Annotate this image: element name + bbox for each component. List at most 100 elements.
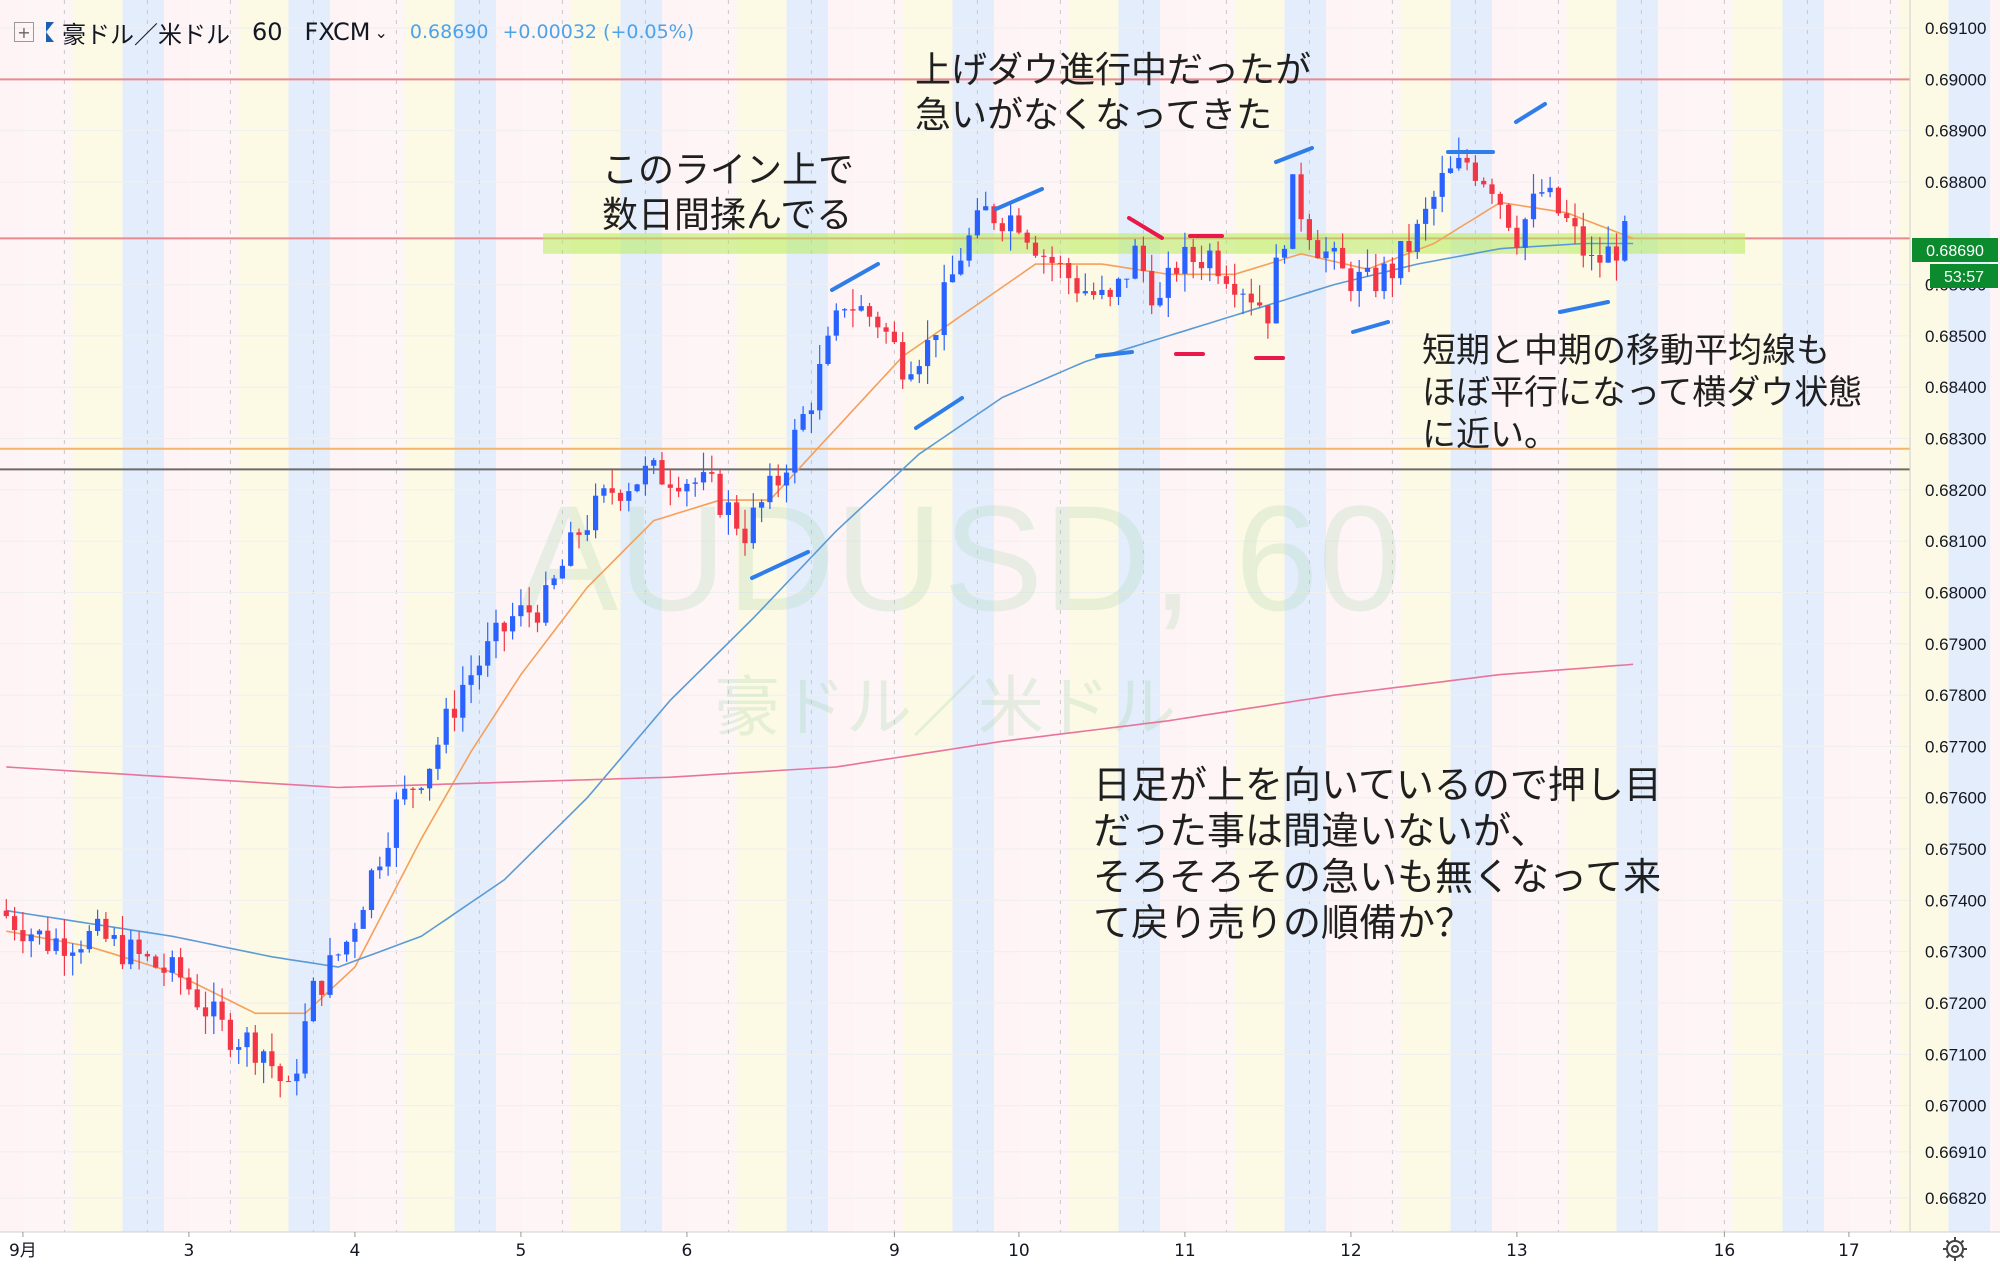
- y-tick-label: 0.69000: [1925, 70, 1986, 89]
- candle-body: [1605, 246, 1611, 263]
- candle-body: [825, 335, 831, 364]
- annotation-line: 急いがなくなってきた: [915, 95, 1273, 136]
- x-tick-label: 5: [515, 1241, 526, 1261]
- candle-body: [1182, 246, 1188, 274]
- candle-body: [667, 484, 673, 488]
- y-tick-label: 0.68200: [1925, 481, 1986, 500]
- y-tick-label: 0.67100: [1925, 1045, 1986, 1064]
- candle-body: [1232, 283, 1238, 295]
- candle-body: [916, 366, 922, 375]
- candle-body: [617, 492, 624, 501]
- candle-body: [1406, 241, 1412, 252]
- interval[interactable]: 60: [252, 18, 283, 46]
- candle-body: [476, 665, 482, 676]
- candle-body: [609, 488, 615, 493]
- candle-body: [692, 482, 698, 484]
- x-tick-label: 9月: [9, 1241, 37, 1261]
- candle-body: [651, 460, 657, 466]
- candle-body: [634, 484, 640, 492]
- candle-body: [1157, 297, 1163, 306]
- trendline-mark: [750, 550, 810, 580]
- candle-body: [1165, 267, 1171, 298]
- candle-body: [983, 206, 989, 211]
- y-tick-label: 0.67000: [1925, 1097, 1986, 1116]
- candle-body: [202, 1007, 209, 1017]
- candle-body: [1257, 302, 1263, 306]
- candle-body: [1464, 157, 1470, 163]
- session-band: [1824, 0, 1849, 1232]
- y-tick-label: 0.68100: [1925, 532, 1986, 551]
- candle-body: [1223, 276, 1229, 284]
- candle-body: [1530, 193, 1537, 220]
- candle-body: [601, 488, 607, 496]
- candle-body: [1174, 267, 1180, 274]
- y-tick-label: 0.68800: [1925, 173, 1986, 192]
- trendline-mark: [1274, 146, 1314, 164]
- expand-icon[interactable]: +: [14, 22, 34, 42]
- candle-body: [966, 235, 972, 261]
- annotation-line: ほぼ平行になって横ダウ状態: [1422, 373, 1863, 413]
- annotation-top-left: このライン上で 数日間揉んでる: [602, 148, 854, 238]
- session-band: [662, 0, 687, 1232]
- y-tick-label: 0.68000: [1925, 583, 1986, 602]
- candle-body: [211, 1001, 217, 1017]
- candle-body: [1132, 245, 1138, 279]
- candle-body: [584, 530, 590, 535]
- candle-body: [1115, 278, 1122, 297]
- broker-name[interactable]: FXCM: [304, 18, 371, 46]
- candle-body: [1315, 240, 1321, 259]
- candle-body: [1107, 289, 1113, 297]
- candle-body: [435, 744, 441, 769]
- annotation-line: 上げダウ進行中だったが: [915, 50, 1312, 91]
- session-band: [1990, 0, 2000, 1232]
- y-tick-label: 0.67700: [1925, 737, 1986, 756]
- candle-body: [1082, 291, 1088, 294]
- session-band: [22, 0, 73, 1232]
- candle-body: [128, 939, 134, 965]
- gear-icon[interactable]: [1943, 1237, 1967, 1261]
- candle-body: [103, 918, 109, 939]
- candle-body: [1331, 247, 1337, 252]
- candle-body: [1547, 187, 1553, 193]
- ma-short-line: [6, 201, 1634, 1015]
- candle-body: [709, 472, 715, 474]
- candle-body: [144, 953, 150, 957]
- candle-body: [842, 309, 848, 311]
- session-band: [1898, 0, 1949, 1232]
- candle-body: [1497, 193, 1503, 205]
- candle-body: [642, 465, 648, 485]
- session-band: [1948, 0, 1990, 1232]
- y-tick-label: 0.68400: [1925, 378, 1986, 397]
- candle-body: [1298, 174, 1304, 220]
- price-label-text: 0.68690: [1926, 243, 1984, 260]
- candle-body: [800, 414, 806, 430]
- x-tick-label: 3: [183, 1241, 194, 1261]
- candle-body: [53, 938, 59, 951]
- candle-body: [1149, 271, 1155, 306]
- swing-mark: [1127, 216, 1164, 240]
- candle-body: [261, 1051, 267, 1063]
- chart-header: + 豪ドル／米ドル 60 FXCM ⌄ 0.68690 +0.00032 (+0…: [14, 14, 694, 50]
- candle-body: [742, 528, 748, 544]
- candle-body: [518, 605, 524, 617]
- candle-body: [1348, 268, 1354, 292]
- candle-body: [1431, 196, 1437, 209]
- session-band: [1350, 0, 1401, 1232]
- candle-body: [319, 980, 325, 995]
- symbol-name[interactable]: 豪ドル／米ドル: [62, 20, 230, 49]
- candle-body: [767, 475, 773, 503]
- y-tick-label: 0.67300: [1925, 943, 1986, 962]
- candle-body: [1439, 172, 1445, 197]
- candle-body: [227, 1019, 233, 1050]
- candle-body: [294, 1073, 300, 1082]
- candle-body: [111, 935, 117, 939]
- candle-body: [1622, 221, 1628, 261]
- candle-body: [1613, 246, 1620, 261]
- annotation-right: 短期と中期の移動平均線も ほぼ平行になって横ダウ状態 に近い。: [1422, 330, 1862, 456]
- candle-body: [36, 930, 43, 935]
- chevron-down-icon[interactable]: ⌄: [374, 22, 388, 42]
- x-tick-label: 13: [1506, 1241, 1528, 1261]
- candle-body: [153, 956, 159, 968]
- annotation-line: て戻り売りの順備か？: [1093, 901, 1474, 945]
